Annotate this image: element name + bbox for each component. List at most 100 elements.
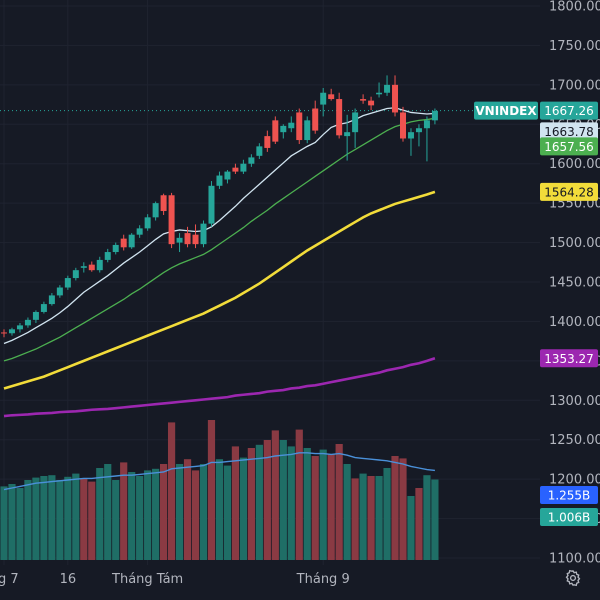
- candle-body: [320, 92, 327, 105]
- candle: [376, 82, 383, 98]
- volume-bar: [351, 478, 359, 560]
- candle-body: [120, 238, 127, 248]
- time-tick-label: Tháng Tám: [111, 572, 183, 587]
- candle-body: [64, 278, 71, 288]
- ma-light-line: [3, 107, 435, 345]
- candle-body: [360, 99, 367, 101]
- candle: [208, 181, 215, 227]
- price-tick-label: 1600.00: [549, 157, 600, 172]
- candle: [64, 275, 71, 290]
- volume-bar: [223, 465, 232, 560]
- price-tick-label: 1450.00: [549, 276, 600, 291]
- price-tag-label: 1667.26: [544, 104, 594, 118]
- time-tick-label: g 7: [0, 572, 19, 587]
- price-axis-panel: [540, 0, 600, 566]
- candle-body: [328, 94, 335, 100]
- candle: [96, 256, 103, 273]
- candle: [288, 116, 295, 133]
- symbol-tag-label: VNINDEX: [475, 104, 537, 118]
- candle: [240, 159, 247, 174]
- gear-icon[interactable]: [564, 569, 582, 587]
- candle-body: [344, 132, 351, 137]
- candle: [384, 75, 391, 96]
- price-tag-bg: [540, 486, 598, 504]
- volume-bar: [327, 454, 335, 560]
- price-tag-bg: [540, 508, 598, 526]
- candle-body: [280, 125, 287, 133]
- volume-bar: [112, 480, 120, 560]
- volume-bar: [319, 449, 327, 560]
- volume-bar: [8, 484, 16, 560]
- candle-body: [136, 228, 143, 235]
- candle: [184, 226, 191, 248]
- candle: [312, 100, 319, 134]
- candle: [112, 242, 119, 255]
- time-tick-label: Tháng 9: [296, 572, 350, 587]
- candle-body: [368, 100, 375, 106]
- candle-body: [304, 120, 311, 141]
- volume-bar: [239, 457, 247, 560]
- candle: [336, 92, 343, 139]
- candle: [40, 301, 47, 314]
- candle-body: [431, 110, 438, 121]
- volume-bar: [24, 480, 32, 560]
- volume-bar: [128, 472, 136, 560]
- volume-bar: [231, 446, 240, 560]
- volume-bar: [32, 477, 40, 560]
- volume-bar: [383, 468, 391, 560]
- candle-body: [176, 237, 183, 243]
- volume-bar: [359, 473, 367, 560]
- candle-body: [352, 112, 359, 133]
- price-tag-label: 1663.78: [544, 125, 594, 139]
- candle-body: [384, 84, 391, 93]
- candle: [176, 233, 183, 253]
- candle-body: [88, 264, 95, 271]
- candle: [304, 116, 311, 144]
- volume-bar: [287, 446, 295, 560]
- volume-bar: [183, 459, 192, 560]
- candle-body: [336, 99, 343, 136]
- price-tag-label: 1.255B: [548, 489, 591, 503]
- candle: [423, 116, 430, 162]
- candle-body: [184, 233, 191, 245]
- volume-bar: [88, 481, 96, 560]
- candle: [88, 261, 95, 272]
- candle-body: [32, 311, 39, 320]
- candle-body: [16, 325, 23, 330]
- candle-body: [48, 295, 55, 305]
- candle-body: [96, 259, 103, 271]
- volume-bar: [56, 480, 64, 560]
- price-tag-bg: [540, 349, 598, 368]
- volume-bar: [215, 459, 224, 560]
- volume-ma-line: [3, 452, 435, 491]
- price-tick-label: 1700.00: [549, 78, 600, 93]
- volume-bar: [367, 476, 375, 560]
- candle: [407, 128, 414, 156]
- candle-body: [56, 287, 63, 296]
- candle: [128, 233, 135, 249]
- candle-body: [232, 167, 239, 172]
- candle-body: [264, 136, 271, 148]
- candle-body: [128, 234, 135, 248]
- price-tick-label: 1250.00: [549, 433, 600, 448]
- price-tick-label: 1800.00: [549, 0, 600, 15]
- price-tick-label: 1400.00: [549, 315, 600, 330]
- price-tag: 1.006B: [540, 508, 598, 526]
- volume-bar: [263, 440, 271, 560]
- candle-body: [168, 195, 175, 245]
- candle-body: [288, 122, 295, 129]
- candle: [32, 310, 39, 324]
- candle: [224, 170, 231, 184]
- price-tag-bg: [540, 137, 598, 156]
- candle-body: [407, 132, 414, 139]
- volume-bar: [295, 429, 303, 560]
- candle: [248, 154, 255, 167]
- candle-body: [208, 185, 215, 224]
- candle-body: [72, 270, 79, 279]
- candle-body: [104, 252, 111, 260]
- candle: [392, 75, 399, 117]
- price-tick-label: 1750.00: [549, 39, 600, 54]
- symbol-tag-bg: [474, 101, 538, 120]
- candle: [344, 114, 351, 161]
